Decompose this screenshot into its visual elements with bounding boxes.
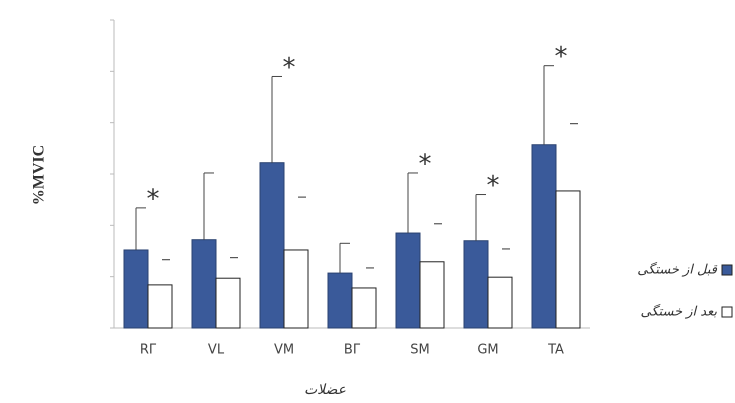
- bar: [259, 162, 285, 329]
- bar: [283, 249, 309, 329]
- bar: [191, 239, 217, 329]
- bar: [123, 249, 149, 329]
- legend-label: قبل از خستگی: [637, 262, 717, 278]
- x-tick-label: SM: [410, 343, 429, 358]
- significance-marker: *: [555, 42, 568, 72]
- legend-swatch: [721, 306, 733, 318]
- legend-swatch: [721, 264, 733, 276]
- bar: [487, 276, 513, 329]
- legend-label: بعد از خستگی: [641, 304, 718, 320]
- bar: [555, 190, 581, 329]
- x-tick-label: TA: [547, 343, 564, 358]
- bar: [395, 232, 421, 329]
- x-tick-label: VM: [274, 343, 294, 358]
- significance-marker: *: [487, 171, 500, 201]
- significance-marker: *: [147, 184, 160, 214]
- y-axis-label: %MVIC: [31, 145, 48, 205]
- significance-marker: *: [283, 53, 296, 83]
- x-tick-label: GM: [477, 343, 498, 358]
- x-axis-label: عضلات: [304, 382, 346, 398]
- bar: [147, 284, 173, 329]
- bar: [327, 272, 353, 329]
- bar: [531, 144, 557, 329]
- bar: [463, 240, 489, 329]
- bar: [351, 287, 377, 329]
- significance-marker: *: [419, 149, 432, 179]
- x-tick-label: BΓ: [344, 343, 361, 358]
- x-tick-label: RΓ: [140, 343, 157, 358]
- bar: [419, 261, 445, 329]
- bar: [215, 277, 241, 329]
- x-tick-label: VL: [208, 343, 225, 358]
